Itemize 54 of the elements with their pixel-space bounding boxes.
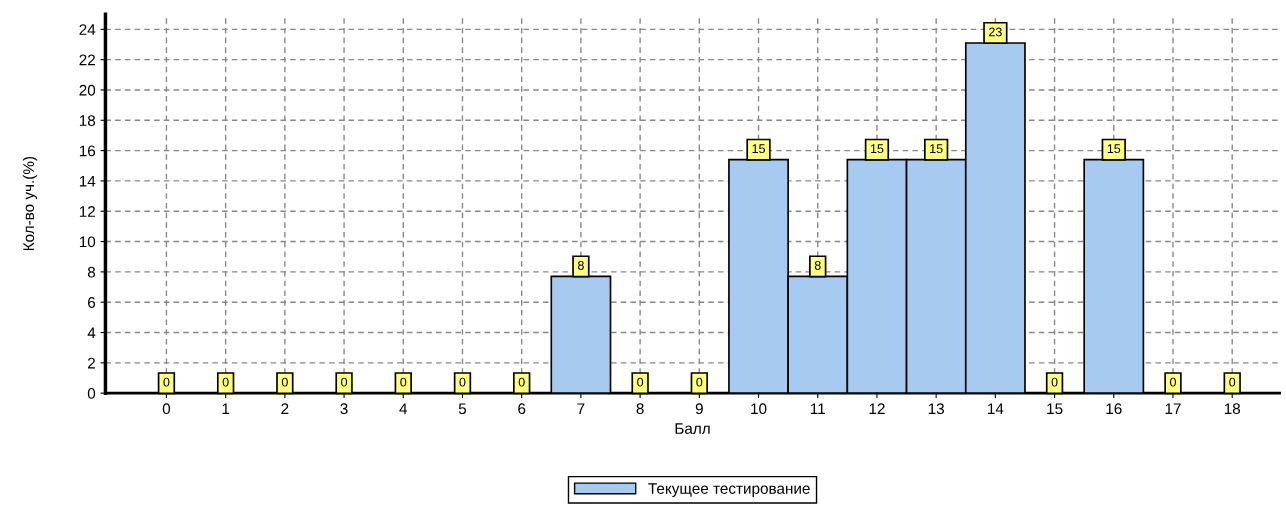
data-label: 23 <box>989 27 1002 37</box>
x-tick-label: 14 <box>988 403 1004 414</box>
x-tick-label: 6 <box>518 403 526 415</box>
x-tick-label: 3 <box>340 403 348 415</box>
y-tick-label: 6 <box>88 297 96 308</box>
data-label: 0 <box>696 377 703 387</box>
x-tick-label: 15 <box>1047 403 1063 415</box>
y-tick-label: 16 <box>79 145 96 157</box>
y-tick-label: 24 <box>79 24 96 35</box>
data-label: 8 <box>814 260 821 270</box>
y-tick-label: 22 <box>79 54 95 66</box>
x-tick-label: 4 <box>399 403 408 414</box>
x-tick-label: 13 <box>928 403 944 415</box>
x-tick-label: 7 <box>577 403 585 414</box>
x-tick-label: 12 <box>869 403 885 414</box>
data-label: 0 <box>1229 377 1236 387</box>
legend-label: Текущее тестирование <box>648 483 810 497</box>
data-label: 15 <box>870 144 884 154</box>
y-tick-label: 20 <box>79 84 96 96</box>
x-tick-label: 1 <box>222 403 230 414</box>
data-label: 0 <box>341 377 348 387</box>
x-tick-label: 11 <box>810 403 825 414</box>
y-tick-label: 12 <box>79 206 95 217</box>
data-label: 0 <box>518 377 525 387</box>
data-label: 15 <box>930 144 943 154</box>
y-tick-label: 14 <box>79 175 96 187</box>
x-tick-label: 9 <box>695 403 703 415</box>
data-label: 15 <box>752 144 765 154</box>
x-axis-title: Балл <box>675 423 710 434</box>
y-tick-label: 0 <box>87 388 96 399</box>
data-label: 0 <box>637 377 644 387</box>
x-tick-label: 18 <box>1224 403 1241 415</box>
y-axis-title: Кол-во уч.(%) <box>22 156 38 251</box>
y-tick-label: 10 <box>79 236 96 248</box>
y-tick-label: 18 <box>79 115 96 126</box>
y-tick-label: 4 <box>87 327 96 339</box>
data-label: 0 <box>281 377 288 387</box>
data-label: 0 <box>222 377 229 387</box>
x-tick-label: 2 <box>281 403 289 414</box>
data-label: 0 <box>459 377 466 387</box>
x-tick-label: 0 <box>162 403 171 415</box>
data-label: 0 <box>1051 377 1058 387</box>
y-tick-label: 2 <box>88 357 95 369</box>
x-tick-label: 8 <box>636 403 644 415</box>
x-tick-label: 5 <box>458 403 467 415</box>
x-tick-label: 16 <box>1106 403 1122 415</box>
data-label: 0 <box>400 377 407 387</box>
y-tick-label: 8 <box>87 266 96 278</box>
data-label: 8 <box>577 260 584 270</box>
x-tick-label: 10 <box>751 403 767 415</box>
x-tick-label: 17 <box>1165 403 1181 414</box>
data-label: 15 <box>1107 144 1121 154</box>
data-label: 0 <box>1170 377 1176 387</box>
data-label: 0 <box>163 377 170 387</box>
